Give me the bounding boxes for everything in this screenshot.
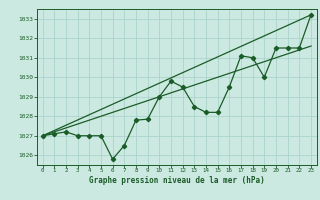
X-axis label: Graphe pression niveau de la mer (hPa): Graphe pression niveau de la mer (hPa)	[89, 176, 265, 185]
